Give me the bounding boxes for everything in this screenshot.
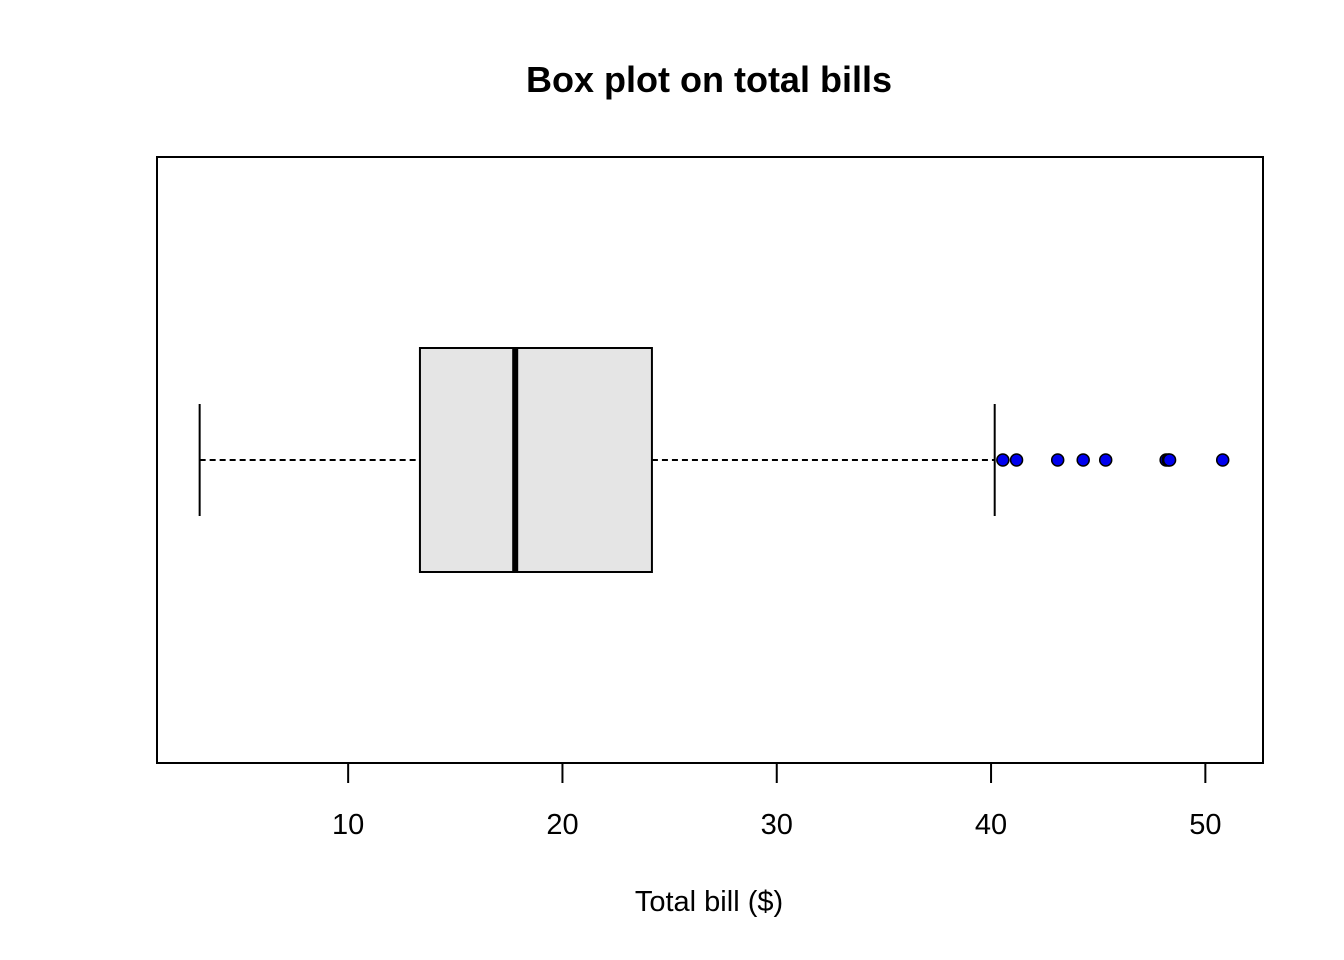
interquartile-box bbox=[418, 347, 653, 573]
outlier-point bbox=[1009, 453, 1024, 467]
x-tick-label-30: 30 bbox=[761, 809, 793, 841]
x-tick-label-10: 10 bbox=[332, 809, 364, 841]
x-tick-label-40: 40 bbox=[975, 809, 1007, 841]
x-axis: 10 20 30 40 50 bbox=[332, 762, 1221, 841]
outlier-point bbox=[1162, 453, 1177, 467]
outlier-point bbox=[1050, 453, 1065, 467]
outlier-point bbox=[1215, 453, 1230, 467]
box-plot bbox=[198, 347, 996, 573]
outlier-point bbox=[1076, 453, 1090, 467]
outlier-point bbox=[1098, 453, 1113, 467]
x-tick-label-20: 20 bbox=[546, 809, 578, 841]
chart-title: Box plot on total bills bbox=[526, 59, 892, 100]
x-axis-label: Total bill ($) bbox=[635, 886, 783, 918]
x-tick-label-50: 50 bbox=[1189, 809, 1221, 841]
outlier-point bbox=[996, 453, 1010, 467]
outlier-points bbox=[996, 453, 1230, 467]
